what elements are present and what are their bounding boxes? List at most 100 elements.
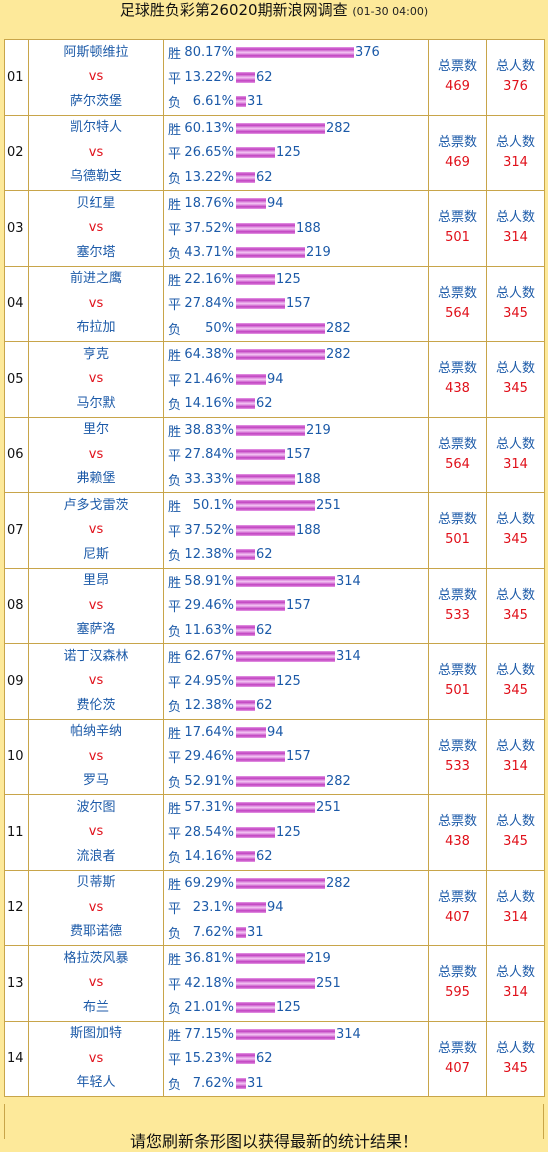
home-team: 凯尔特人 (69, 120, 122, 135)
total-people-value: 345 (503, 381, 528, 397)
draw-percent: 37.52% (184, 220, 234, 236)
match-teams: 里昂 vs 塞萨洛 (28, 567, 164, 644)
lose-label: 负 (168, 398, 182, 414)
total-votes-label: 总票数 (437, 965, 477, 981)
match-number: 11 (4, 794, 29, 871)
match-row: 14 斯图加特 vs 年轻人 胜 77.15% 314 平 15.23% 62 负 7.62% 31 总票… (4, 1020, 545, 1097)
total-votes: 总票数 564 (428, 265, 487, 342)
total-people: 总人数 314 (486, 190, 545, 267)
lose-percent: 12.38% (184, 547, 234, 563)
draw-percent: 24.95% (184, 673, 234, 689)
total-people: 总人数 345 (486, 341, 545, 418)
total-votes-value: 564 (445, 456, 470, 472)
vs-label: vs (88, 220, 104, 235)
lose-label: 负 (168, 1002, 182, 1018)
vote-bars: 胜 17.64% 94 平 29.46% 157 负 52.91% 282 (163, 718, 429, 795)
total-votes: 总票数 438 (428, 341, 487, 418)
total-votes-label: 总票数 (437, 361, 477, 377)
win-label: 胜 (168, 651, 182, 667)
total-votes: 总票数 407 (428, 1020, 487, 1097)
win-percent: 17.64% (184, 724, 234, 740)
lose-row: 负 52.91% 282 (168, 769, 428, 794)
vs-label: vs (88, 295, 104, 311)
draw-count: 157 (286, 598, 311, 614)
draw-row: 平 27.84% 157 (168, 292, 428, 317)
win-bar (236, 575, 335, 587)
vs-label: vs (88, 522, 104, 537)
match-number: 03 (4, 190, 29, 267)
win-count: 94 (267, 196, 284, 212)
win-percent: 69.29% (184, 875, 234, 891)
match-row: 07 卢多戈雷茨 vs 尼斯 胜 50.1% 251 平 37.52% 188 负 12.38% 62 总… (4, 492, 545, 569)
lose-count: 31 (247, 924, 264, 940)
win-count: 251 (316, 498, 341, 514)
draw-label: 平 (168, 222, 182, 238)
draw-row: 平 13.22% 62 (168, 65, 428, 90)
away-team: 年轻人 (76, 1075, 116, 1090)
lose-bar (236, 1002, 275, 1014)
lose-percent: 50% (205, 320, 234, 336)
home-team: 波尔图 (76, 799, 116, 815)
win-bar (236, 273, 275, 285)
total-votes-label: 总票数 (437, 663, 477, 679)
win-row: 胜 64.38% 282 (168, 343, 428, 368)
match-teams: 诺丁汉森林 vs 费伦茨 (28, 643, 164, 720)
home-team: 诺丁汉森林 (63, 648, 129, 664)
lose-count: 62 (256, 849, 273, 865)
match-row: 10 帕纳辛纳 vs 罗马 胜 17.64% 94 平 29.46% 157 负 52.91% 282 总… (4, 718, 545, 795)
draw-bar (236, 977, 315, 989)
draw-count: 188 (296, 220, 321, 236)
lose-row: 负 12.38% 62 (168, 694, 428, 719)
total-people-value: 345 (503, 834, 528, 850)
total-votes-label: 总票数 (437, 436, 477, 452)
away-team: 流浪者 (76, 848, 116, 864)
win-percent: 62.67% (184, 649, 234, 665)
lose-bar (236, 775, 325, 787)
away-team: 费伦茨 (76, 697, 116, 713)
total-votes-label: 总票数 (437, 587, 477, 603)
draw-row: 平 24.95% 125 (168, 669, 428, 694)
total-people: 总人数 314 (486, 718, 545, 795)
lose-percent: 6.61% (192, 94, 234, 110)
match-teams: 波尔图 vs 流浪者 (28, 794, 164, 871)
match-row: 13 格拉茨风暴 vs 布兰 胜 36.81% 219 平 42.18% 251 负 21.01% 12… (4, 945, 545, 1022)
lose-label: 负 (168, 171, 182, 187)
match-teams: 卢多戈雷茨 vs 尼斯 (28, 492, 164, 569)
total-people-label: 总人数 (495, 361, 535, 377)
draw-label: 平 (168, 675, 182, 691)
lose-row: 负 11.63% 62 (168, 618, 428, 643)
lose-row: 负 6.61% 31 (168, 90, 428, 115)
win-count: 251 (316, 800, 341, 816)
lose-bar (236, 700, 255, 712)
lose-bar (236, 247, 305, 259)
total-people-value: 345 (503, 607, 528, 623)
match-teams: 帕纳辛纳 vs 罗马 (28, 718, 164, 795)
win-label: 胜 (168, 349, 182, 365)
total-people-value: 314 (503, 758, 528, 774)
lose-label: 负 (168, 247, 182, 263)
match-row: 12 贝蒂斯 vs 费耶诺德 胜 69.29% 282 平 23.1% 94 负 7.62% 31 总票数… (4, 869, 545, 946)
win-count: 314 (336, 573, 361, 589)
lose-bar (236, 624, 255, 636)
total-votes: 总票数 501 (428, 492, 487, 569)
total-votes: 总票数 533 (428, 567, 487, 644)
draw-percent: 27.84% (184, 447, 234, 463)
match-number: 05 (4, 341, 29, 418)
lose-bar (236, 398, 255, 410)
draw-count: 62 (256, 1051, 273, 1067)
total-people-label: 总人数 (495, 59, 535, 75)
total-votes: 总票数 407 (428, 869, 487, 946)
draw-label: 平 (168, 524, 182, 540)
total-people-label: 总人数 (495, 587, 535, 603)
draw-row: 平 23.1% 94 (168, 896, 428, 921)
lose-percent: 11.63% (184, 622, 234, 638)
total-votes: 总票数 469 (428, 39, 487, 116)
win-percent: 80.17% (184, 45, 234, 61)
lose-row: 负 43.71% 219 (168, 241, 428, 266)
win-label: 胜 (168, 273, 182, 289)
draw-label: 平 (168, 1053, 182, 1069)
total-votes-value: 501 (445, 683, 470, 699)
total-votes: 总票数 564 (428, 416, 487, 493)
lose-count: 62 (256, 169, 273, 185)
win-count: 125 (276, 271, 301, 287)
